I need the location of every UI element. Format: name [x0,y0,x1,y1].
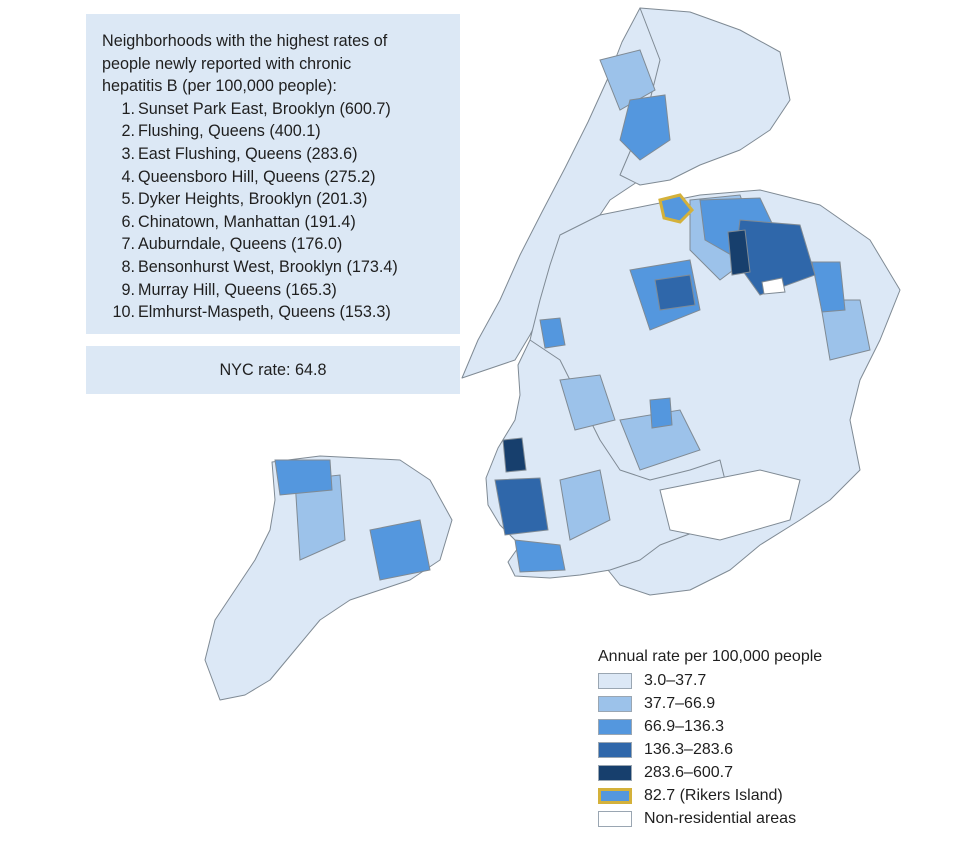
legend-label: Non-residential areas [644,809,797,827]
non-residential-area [761,277,786,295]
legend-swatch [598,764,632,781]
neighborhood-label: Queensboro Hill, Queens (275.2) [138,167,376,186]
top-rate-item: 10. Elmhurst-Maspeth, Queens (153.3) [102,301,448,324]
neighborhood-label: Dyker Heights, Brooklyn (201.3) [138,190,368,209]
legend-item: 3.0–37.7 [598,669,822,692]
rank-number: 5. [121,190,135,209]
map-legend: Annual rate per 100,000 people 3.0–37.7 3… [598,648,822,830]
rank-number: 1. [121,99,135,118]
legend-item: 136.3–283.6 [598,738,822,761]
rank-number: 4. [121,167,135,186]
nyc-rate-text: NYC rate: 64.8 [219,361,327,379]
legend-swatch [598,741,632,758]
top-rates-heading: Neighborhoods with the highest rates of … [102,32,388,96]
rikers-island [658,193,695,224]
neighborhood-label: Chinatown, Manhattan (191.4) [138,212,356,231]
legend-label: 3.0–37.7 [644,671,707,689]
legend-label: 136.3–283.6 [644,740,733,758]
top-rate-item: 6. Chinatown, Manhattan (191.4) [102,211,448,234]
legend-swatch [598,718,632,735]
rank-number: 9. [121,280,135,299]
legend-item: 82.7 (Rikers Island) [598,784,822,807]
staten-island-borough [204,455,453,701]
neighborhood-label: Bensonhurst West, Brooklyn (173.4) [138,257,398,276]
legend-label: 37.7–66.9 [644,694,716,712]
top-rate-item: 7. Auburndale, Queens (176.0) [102,233,448,256]
rank-number: 3. [121,144,135,163]
top-rate-item: 5. Dyker Heights, Brooklyn (201.3) [102,188,448,211]
top-rate-item: 2. Flushing, Queens (400.1) [102,120,448,143]
legend-item: 283.6–600.7 [598,761,822,784]
neighborhood-label: Elmhurst-Maspeth, Queens (153.3) [138,303,391,322]
rank-number: 8. [121,257,135,276]
legend-swatch [598,810,632,827]
neighborhood-label: Auburndale, Queens (176.0) [138,235,343,254]
rank-number: 7. [121,235,135,254]
rank-number: 10. [112,303,135,322]
top-rate-item: 1. Sunset Park East, Brooklyn (600.7) [102,98,448,121]
legend-swatch [598,787,632,804]
non-residential-area [659,469,801,541]
neighborhood-label: Flushing, Queens (400.1) [138,122,321,141]
legend-swatch [598,695,632,712]
legend-item: 37.7–66.9 [598,692,822,715]
top-rate-item: 4. Queensboro Hill, Queens (275.2) [102,166,448,189]
neighborhood-label: Sunset Park East, Brooklyn (600.7) [138,99,391,118]
top-rates-box: Neighborhoods with the highest rates of … [86,14,460,334]
legend-label: 66.9–136.3 [644,717,725,735]
rank-number: 6. [121,212,135,231]
rank-number: 2. [121,122,135,141]
neighborhood-label: East Flushing, Queens (283.6) [138,144,358,163]
legend-item: Non-residential areas [598,807,822,830]
neighborhood-label: Murray Hill, Queens (165.3) [138,280,337,299]
legend-label: 82.7 (Rikers Island) [644,786,783,804]
nyc-rate-box: NYC rate: 64.8 [86,346,460,394]
top-rate-item: 8. Bensonhurst West, Brooklyn (173.4) [102,256,448,279]
legend-label: 283.6–600.7 [644,763,733,781]
legend-swatch [598,672,632,689]
top-rate-item: 3. East Flushing, Queens (283.6) [102,143,448,166]
legend-item: 66.9–136.3 [598,715,822,738]
legend-title: Annual rate per 100,000 people [598,648,823,665]
top-rates-list: 1. Sunset Park East, Brooklyn (600.7) 2. Fl… [102,98,448,324]
top-rate-item: 9. Murray Hill, Queens (165.3) [102,279,448,302]
